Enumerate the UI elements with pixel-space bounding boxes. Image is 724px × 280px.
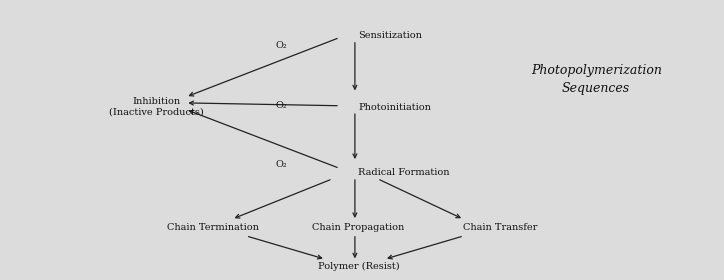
Text: Chain Propagation: Chain Propagation: [312, 223, 405, 232]
Text: Radical Formation: Radical Formation: [358, 169, 450, 178]
Text: O₂: O₂: [276, 101, 287, 110]
Text: O₂: O₂: [276, 160, 287, 169]
Text: Photoinitiation: Photoinitiation: [358, 102, 432, 111]
Text: Chain Transfer: Chain Transfer: [463, 223, 537, 232]
Text: Chain Termination: Chain Termination: [167, 223, 259, 232]
Text: O₂: O₂: [276, 41, 287, 50]
Text: Polymer (Resist): Polymer (Resist): [318, 262, 399, 271]
Text: Sensitization: Sensitization: [358, 31, 422, 40]
Text: Inhibition
(Inactive Products): Inhibition (Inactive Products): [109, 97, 203, 117]
Text: Photopolymerization
Sequences: Photopolymerization Sequences: [531, 64, 662, 95]
